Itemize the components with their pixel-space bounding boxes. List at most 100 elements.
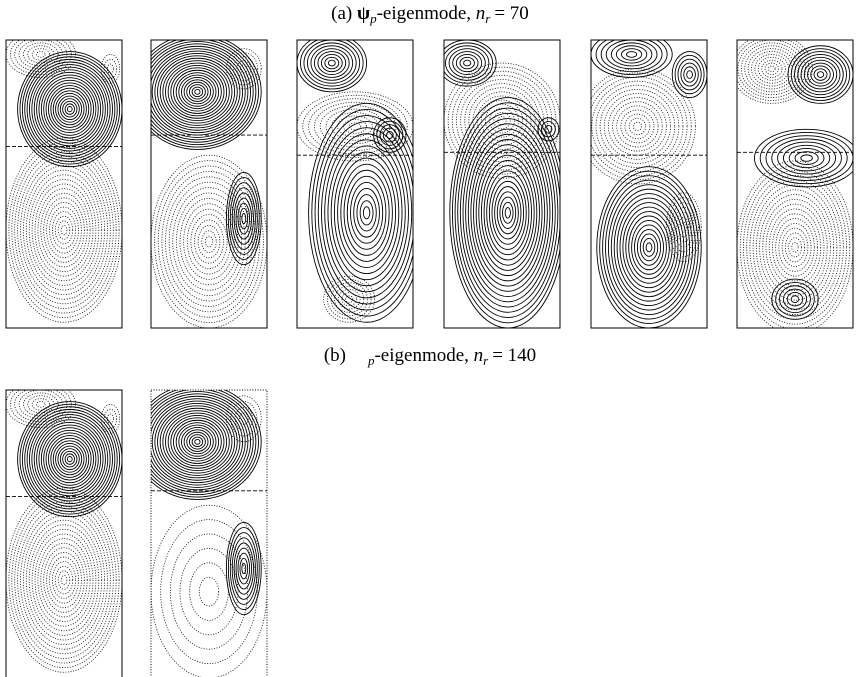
contours [6, 40, 122, 323]
contour-line [625, 211, 673, 284]
contour-line [28, 174, 100, 286]
contour-line [43, 79, 97, 139]
contour-line [324, 56, 340, 70]
contour-line [671, 51, 707, 99]
contour-line [790, 295, 800, 304]
contour-line [480, 99, 524, 142]
contour-line [172, 187, 246, 297]
contour-line [616, 197, 682, 298]
contour-line [350, 181, 384, 244]
contour-line [752, 184, 838, 311]
contour-line [23, 515, 105, 645]
contours [737, 40, 853, 328]
contour-line [46, 202, 82, 259]
contour-line [340, 163, 393, 262]
contour-line [777, 141, 837, 175]
contour-line [36, 72, 104, 147]
contour-line [455, 53, 479, 73]
contour-line [151, 48, 246, 136]
contour-line [459, 56, 475, 70]
contour-line [233, 192, 254, 245]
contour-line [62, 450, 78, 468]
contour-line [772, 213, 818, 282]
contour-line [330, 282, 368, 317]
contour-line [762, 198, 828, 296]
contour-line [610, 42, 653, 67]
contour-line [749, 179, 841, 315]
contour-line [605, 179, 693, 316]
contours [6, 390, 122, 673]
contour-line [493, 112, 511, 130]
contour-line [314, 101, 396, 151]
contour-line [151, 390, 262, 500]
contour-line [8, 142, 120, 319]
contour-panel [590, 39, 708, 329]
contour-line [43, 547, 85, 613]
caption-text: -eigenmode, [377, 3, 471, 24]
contour-line [807, 62, 834, 87]
contour-line [151, 391, 254, 493]
contour-line [151, 393, 252, 491]
contour-panel [150, 389, 268, 677]
contour-line [106, 63, 114, 75]
contour-line [183, 429, 212, 455]
contour-line [302, 94, 408, 158]
contour-line [314, 115, 413, 311]
contour-line [771, 278, 819, 320]
contour-line [21, 56, 118, 162]
contour-line [239, 557, 249, 580]
contour-line [678, 216, 690, 238]
contour-line [50, 87, 90, 131]
contour-line [183, 203, 235, 280]
contours [297, 40, 413, 323]
contour-line [337, 288, 361, 310]
contour-line [43, 197, 85, 263]
contour-line [334, 285, 365, 313]
panel-frame [5, 389, 123, 677]
contour-line [452, 102, 560, 324]
contour-line [620, 48, 643, 61]
contour-line [764, 62, 779, 75]
contour-line [175, 422, 220, 462]
contour-line [25, 519, 103, 641]
contour-line [167, 64, 228, 119]
contour-line [34, 533, 94, 627]
contour-line [47, 435, 92, 484]
contour-line [600, 40, 663, 73]
contour-line [341, 292, 357, 307]
caption-symbol: ψ [357, 3, 370, 24]
contour-line [779, 285, 811, 314]
contour-line [66, 106, 73, 113]
contour-line [52, 90, 87, 128]
contour-line [20, 160, 108, 300]
contour-line [183, 79, 212, 105]
contour-line [674, 54, 705, 95]
caption-text: -eigenmode, [374, 345, 468, 366]
contour-line [191, 436, 204, 448]
contour-line [786, 292, 804, 307]
panel-frame [736, 39, 854, 329]
contour-line [803, 59, 838, 90]
caption-subscript: p [369, 11, 377, 26]
contour-line [151, 45, 249, 138]
contour-line [178, 424, 217, 460]
contour-line [454, 107, 560, 318]
contour-line [483, 165, 532, 261]
contour-line [170, 67, 225, 117]
contours [444, 40, 560, 328]
contour-line [151, 395, 249, 488]
panel-frame [443, 39, 561, 329]
contour-line [800, 56, 841, 93]
contour-line [595, 84, 680, 168]
contour-line [362, 206, 371, 220]
contour-line [204, 235, 214, 248]
contour-panel [736, 39, 854, 329]
contour-line [591, 72, 692, 181]
contour-line [628, 117, 647, 136]
contour-line [607, 184, 691, 311]
contour-line [313, 48, 350, 78]
contour-line [603, 93, 671, 160]
contour-line [52, 211, 77, 249]
contour-line [317, 51, 347, 76]
contour-line [324, 133, 409, 293]
